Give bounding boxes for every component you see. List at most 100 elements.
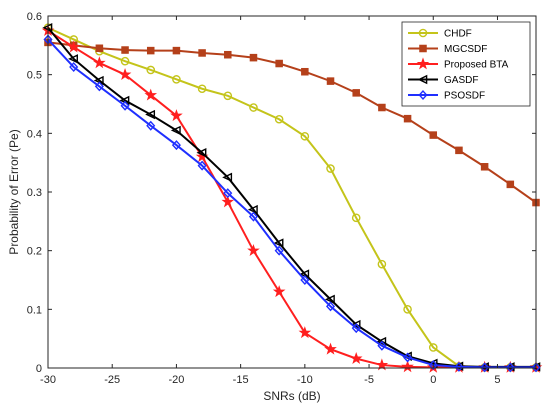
data-point-psosdf (454, 361, 464, 372)
data-point-gasdf (68, 54, 78, 64)
y-tick-label: 0.5 (27, 70, 42, 82)
data-point-psosdf (69, 62, 79, 73)
x-axis-title: SNRs (dB) (263, 389, 320, 403)
data-point-mgcsdf (95, 44, 104, 53)
x-tick-label: 0 (430, 374, 436, 386)
data-point-chdf (146, 65, 156, 75)
data-point-mgcsdf (275, 59, 283, 68)
data-point-psosdf (197, 160, 207, 171)
data-point-gasdf (222, 172, 233, 183)
data-point-gasdf (145, 109, 156, 120)
data-point-mgcsdf (378, 103, 386, 112)
data-point-mgcsdf (198, 49, 206, 57)
y-tick-label: 0.4 (27, 128, 42, 140)
data-point-proposed-bta (247, 244, 260, 257)
data-point-gasdf (376, 336, 387, 347)
data-point-psosdf (325, 301, 336, 312)
data-point-psosdf (94, 81, 104, 92)
data-point-psosdf (531, 362, 541, 373)
data-point-mgcsdf (429, 131, 438, 139)
data-point-psosdf (274, 245, 284, 256)
data-point-chdf (300, 131, 310, 141)
axes-layer: -30 -25 -20 -15 -10 -5 0 5 0 0.1 0.2 0.3 0.4 0.5 0.6 (27, 11, 537, 386)
data-point-mgcsdf (121, 46, 129, 54)
legend-label-proposed-bta: Proposed BTA (444, 60, 509, 71)
data-point-psosdf (403, 352, 413, 363)
y-tick-label: 0 (36, 363, 42, 375)
data-point-psosdf (146, 120, 156, 131)
data-point-proposed-bta (93, 56, 106, 69)
x-tick-label: -25 (104, 374, 120, 386)
legend-label-mgcsdf: MGCSDF (444, 44, 487, 55)
y-tick-label: 0.3 (27, 187, 42, 199)
plot-layer (41, 23, 543, 373)
data-point-mgcsdf (224, 50, 232, 59)
data-point-psosdf (428, 360, 438, 371)
data-point-gasdf (273, 238, 284, 248)
x-tick-label: -15 (233, 374, 249, 386)
data-point-mgcsdf (301, 67, 309, 76)
data-point-psosdf (300, 274, 310, 286)
data-point-proposed-bta (67, 40, 80, 53)
data-point-mgcsdf (172, 46, 181, 55)
data-point-mgcsdf (352, 89, 360, 97)
data-point-proposed-bta (375, 358, 389, 371)
y-tick-label: 0.2 (27, 246, 42, 258)
data-point-proposed-bta (401, 360, 414, 373)
data-point-chdf (403, 305, 412, 314)
legend-marker-chdf (418, 28, 428, 38)
data-point-chdf (172, 75, 181, 84)
data-point-chdf (377, 259, 387, 269)
legend-marker-gasdf (417, 74, 428, 85)
series-line-chdf (47, 26, 536, 369)
data-point-psosdf (505, 362, 515, 373)
data-point-psosdf (248, 211, 259, 222)
data-point-gasdf (247, 204, 258, 215)
data-point-mgcsdf (326, 77, 335, 85)
y-tick-label: 0.6 (27, 11, 42, 23)
y-tick-label: 0.1 (27, 304, 42, 316)
x-tick-label: -10 (297, 374, 313, 386)
legend: CHDF MGCSDF Proposed BTA GASDF PSOSDF (401, 21, 531, 107)
data-point-proposed-bta (272, 285, 286, 298)
data-point-proposed-bta (298, 326, 312, 339)
data-point-psosdf (351, 323, 361, 334)
data-point-gasdf (170, 125, 181, 136)
data-point-psosdf (171, 140, 181, 151)
x-tick-label: 5 (494, 374, 500, 386)
data-point-psosdf (223, 188, 233, 199)
data-point-mgcsdf (249, 53, 258, 62)
y-axis-title: Probability of Error (Pe) (7, 129, 21, 254)
data-point-chdf (249, 103, 258, 112)
data-point-proposed-bta (118, 68, 132, 81)
data-point-chdf (274, 114, 284, 124)
x-tick-label: -20 (168, 374, 184, 386)
data-point-chdf (351, 213, 361, 223)
data-point-mgcsdf (146, 46, 155, 55)
legend-marker-psosdf (418, 89, 428, 101)
data-point-chdf (120, 56, 130, 66)
data-point-proposed-bta (170, 109, 183, 122)
data-point-mgcsdf (480, 163, 489, 171)
data-point-gasdf (196, 147, 207, 158)
data-point-proposed-bta (221, 195, 235, 208)
legend-label-psosdf: PSOSDF (444, 91, 485, 102)
data-point-proposed-bta (324, 342, 337, 355)
x-tick-label: -30 (40, 374, 56, 386)
data-point-mgcsdf (455, 146, 463, 155)
data-point-chdf (428, 343, 438, 352)
data-point-chdf (197, 84, 207, 94)
series-psosdf (43, 34, 541, 373)
legend-marker-mgcsdf (419, 44, 427, 53)
legend-marker-proposed-bta (416, 57, 430, 70)
x-tick-label: -5 (364, 374, 374, 386)
series-line-mgcsdf (47, 41, 537, 204)
data-point-chdf (326, 164, 335, 173)
data-point-psosdf (377, 340, 387, 351)
data-point-gasdf (324, 294, 335, 305)
data-point-mgcsdf (506, 180, 515, 189)
data-point-proposed-bta (349, 351, 363, 364)
data-point-mgcsdf (403, 114, 412, 123)
